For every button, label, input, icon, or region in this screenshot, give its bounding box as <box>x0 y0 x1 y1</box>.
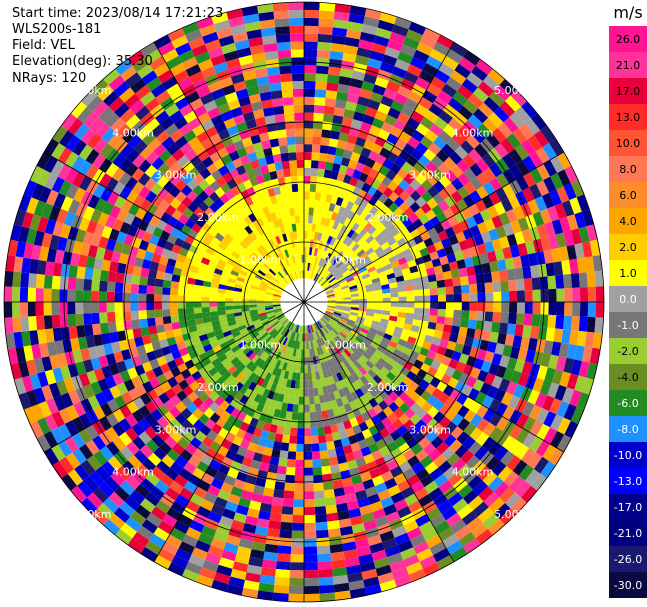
colorbar-tick-label: -21.0 <box>614 527 642 540</box>
range-ring-label: 3.00km <box>409 169 451 182</box>
colorbar-tick-label: -4.0 <box>617 371 638 384</box>
field-label: Field: VEL <box>12 38 75 53</box>
range-ring-label: 2.00km <box>197 381 239 394</box>
colorbar-tick-label: -8.0 <box>617 423 638 436</box>
colorbar-segment <box>609 104 647 130</box>
colorbar-segment <box>609 52 647 78</box>
colorbar-tick-label: 8.0 <box>619 163 637 176</box>
colorbar-segment <box>609 130 647 156</box>
colorbar-segment <box>609 182 647 208</box>
colorbar-tick-label: 6.0 <box>619 189 637 202</box>
colorbar-segment <box>609 390 647 416</box>
colorbar-segment <box>609 494 647 520</box>
azimuth-line <box>43 151 305 303</box>
colorbar-tick-label: -6.0 <box>617 397 638 410</box>
azimuth-line <box>303 301 565 453</box>
colorbar-segment <box>609 26 647 52</box>
colorbar-tick-label: 17.0 <box>616 85 641 98</box>
range-ring-label: 1.00km <box>324 338 366 351</box>
range-ring-label: 2.00km <box>367 381 409 394</box>
colorbar-segment <box>609 78 647 104</box>
azimuth-lines <box>4 2 604 602</box>
colorbar-tick-label: 26.0 <box>616 33 641 46</box>
colorbar-tick-label: -26.0 <box>614 553 642 566</box>
colorbar-segment <box>609 572 647 598</box>
azimuth-line <box>153 41 305 303</box>
colorbar-tick-label: -17.0 <box>614 501 642 514</box>
range-ring-label: 1.00km <box>240 254 282 267</box>
colorbar-segment <box>609 156 647 182</box>
azimuth-line <box>303 41 455 303</box>
range-ring-label: 2.00km <box>367 211 409 224</box>
colorbar-tick-label: 0.0 <box>619 293 637 306</box>
elevation-label: Elevation(deg): 35.30 <box>12 54 153 69</box>
colorbar-tick-label: 4.0 <box>619 215 637 228</box>
colorbar-segment <box>609 286 647 312</box>
colorbar-unit: m/s <box>613 3 642 22</box>
colorbar-segment <box>609 234 647 260</box>
colorbar-segment <box>609 546 647 572</box>
colorbar-tick-label: -2.0 <box>617 345 638 358</box>
range-ring-label: 1.00km <box>324 254 366 267</box>
nrays-label: NRays: 120 <box>12 71 87 86</box>
colorbar-segment <box>609 312 647 338</box>
colorbar-segment <box>609 364 647 390</box>
range-ring-label: 4.00km <box>452 126 494 139</box>
range-ring-label: 4.00km <box>452 466 494 479</box>
colorbar: m/s 26.0 21.0 17.0 13.0 10.0 8.0 6.0 4.0 2.0 1.0 0.… <box>609 3 647 598</box>
range-ring-label: 2.00km <box>197 211 239 224</box>
colorbar-segment <box>609 520 647 546</box>
range-ring-label: 3.00km <box>155 423 197 436</box>
range-ring-label: 4.00km <box>112 126 154 139</box>
range-ring-label: 3.00km <box>409 423 451 436</box>
colorbar-tick-label: -13.0 <box>614 475 642 488</box>
range-ring-label: 4.00km <box>112 466 154 479</box>
azimuth-line <box>43 301 305 453</box>
azimuth-line <box>303 301 455 563</box>
azimuth-line <box>153 301 305 563</box>
azimuth-line <box>303 151 565 303</box>
range-ring-label: 5.00km <box>70 84 112 97</box>
colorbar-tick-label: -30.0 <box>614 579 642 592</box>
colorbar-tick-label: -1.0 <box>617 319 638 332</box>
range-ring-label: 5.00km <box>494 84 536 97</box>
colorbar-tick-label: 1.0 <box>619 267 637 280</box>
colorbar-tick-label: -10.0 <box>614 449 642 462</box>
colorbar-segment <box>609 208 647 234</box>
instrument-label: WLS200s-181 <box>12 22 102 37</box>
colorbar-segment <box>609 260 647 286</box>
colorbar-tick-label: 13.0 <box>616 111 641 124</box>
range-ring-label: 5.00km <box>494 508 536 521</box>
range-ring-label: 3.00km <box>155 169 197 182</box>
velocity-gates <box>4 2 604 602</box>
colorbar-tick-label: 21.0 <box>616 59 641 72</box>
range-ring-label: 1.00km <box>240 338 282 351</box>
colorbar-segment <box>609 442 647 468</box>
colorbar-segment <box>609 468 647 494</box>
colorbar-tick-label: 10.0 <box>616 137 641 150</box>
range-ring-label: 5.00km <box>70 508 112 521</box>
colorbar-segment <box>609 416 647 442</box>
start-time-label: Start time: 2023/08/14 17:21:23 <box>12 6 224 21</box>
colorbar-segment <box>609 338 647 364</box>
range-ring-labels: 1.00km 1.00km 1.00km 1.00km 2.00km 2.00km 2.00… <box>70 84 536 521</box>
colorbar-tick-label: 2.0 <box>619 241 637 254</box>
